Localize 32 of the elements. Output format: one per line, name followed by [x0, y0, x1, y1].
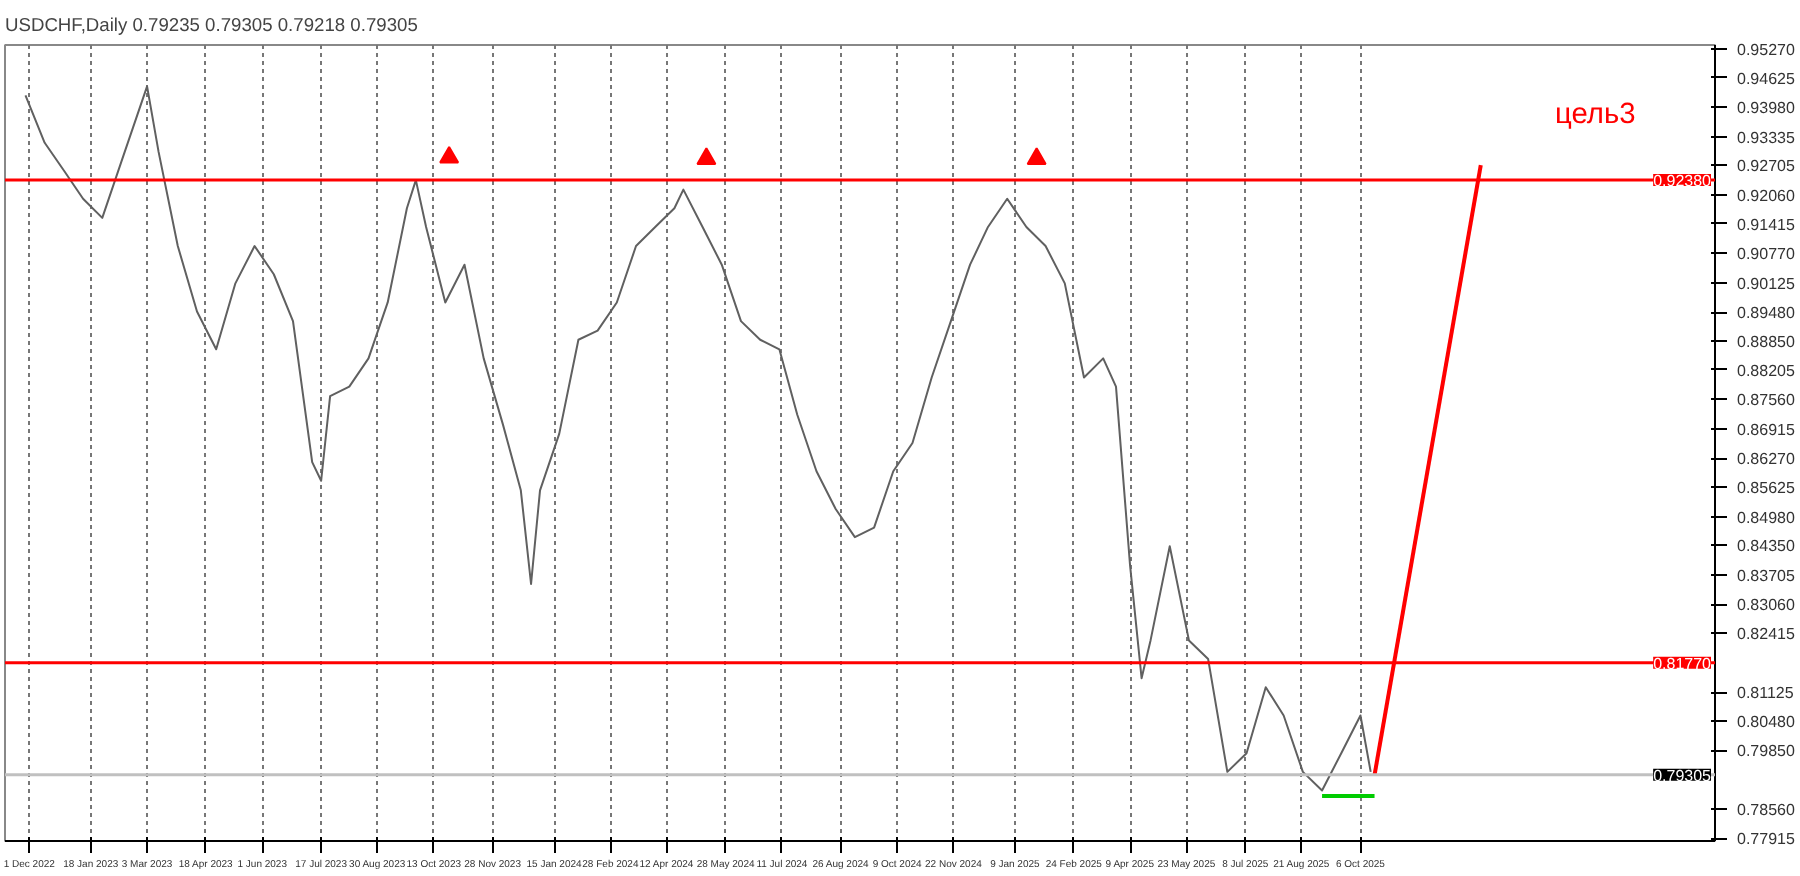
y-tick-label: 0.93335: [1737, 128, 1796, 147]
y-tick-label: 0.81125: [1737, 684, 1795, 703]
y-tick-label: 0.88850: [1737, 332, 1796, 351]
y-tick-label: 0.85625: [1737, 479, 1796, 498]
y-tick-label: 0.92705: [1737, 157, 1796, 176]
y-tick-label: 0.90125: [1737, 274, 1796, 293]
y-tick-label: 0.88205: [1737, 362, 1796, 380]
y-tick-label: 0.79850: [1737, 742, 1796, 761]
annotation: цель3: [1555, 99, 1636, 131]
y-tick-label: 0.80480: [1737, 713, 1796, 732]
ref-line-label: 0.81770: [1653, 654, 1713, 673]
y-tick-label: 0.83705: [1737, 566, 1796, 585]
y-tick-label: 0.82415: [1737, 625, 1796, 644]
y-tick-label: 0.87560: [1737, 391, 1796, 410]
y-tick-label: 0.90770: [1737, 245, 1796, 264]
y-tick-label: 0.94625: [1737, 69, 1796, 88]
y-tick-label: 0.89480: [1737, 304, 1796, 322]
y-tick-label: 0.77915: [1737, 830, 1796, 849]
y-tick-label: 0.86915: [1737, 420, 1796, 439]
y-tick-label: 0.84980: [1737, 508, 1796, 527]
y-tick-label: 0.95270: [1737, 40, 1796, 59]
y-tick-label: 0.83060: [1737, 596, 1796, 615]
y-tick-label: 0.78560: [1737, 800, 1796, 819]
y-tick-label: 0.91415: [1737, 215, 1796, 234]
y-tick-label: 0.93980: [1737, 99, 1796, 118]
y-tick-label: 0.92060: [1737, 186, 1796, 205]
ref-line-label: 0.92380: [1653, 172, 1713, 191]
y-tick-label: 0.86270: [1737, 450, 1796, 469]
ref-line-label: 0.79305: [1653, 766, 1713, 785]
chart-title: USDCHF,Daily 0.79235 0.79305 0.79218 0.79305: [5, 15, 418, 35]
y-tick-label: 0.84350: [1737, 537, 1796, 556]
line-series: [24, 85, 1372, 792]
